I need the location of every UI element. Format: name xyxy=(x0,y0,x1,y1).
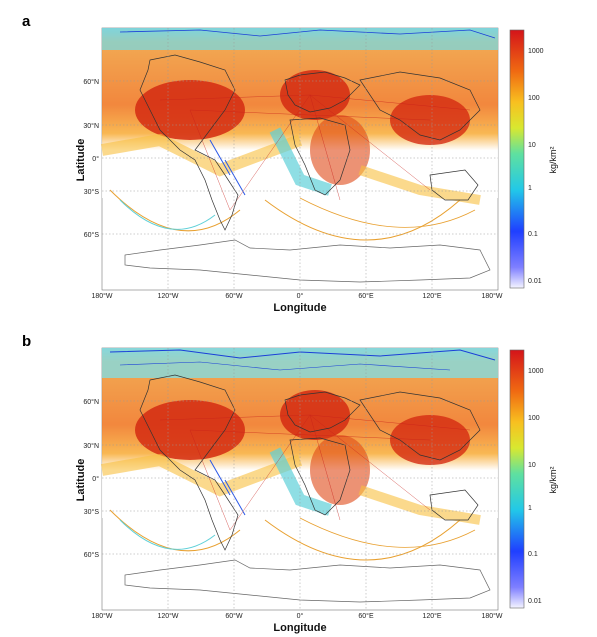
colorbar-tick: 0.1 xyxy=(528,551,538,558)
map-a xyxy=(100,27,499,291)
lon-tick: 60°E xyxy=(358,292,374,300)
colorbar-title-a: kg/km² xyxy=(548,146,558,173)
lon-ticks-a: 180°W 120°W 60°W 0° 60°E 120°E 180°W xyxy=(91,292,502,300)
y-axis-title-b: Latitude xyxy=(75,459,87,502)
panel-b: b xyxy=(22,333,558,634)
lat-tick: 30°N xyxy=(83,442,99,450)
coastlines-a xyxy=(124,54,491,283)
lon-tick: 120°E xyxy=(422,292,441,300)
colorbar-tick: 0.01 xyxy=(528,278,542,285)
panel-a: a xyxy=(22,13,558,314)
graticule-a xyxy=(102,28,498,290)
panel-label-b: b xyxy=(22,333,31,350)
colorbar-tick: 1000 xyxy=(528,48,544,55)
colorbar-tick: 0.01 xyxy=(528,598,542,605)
colorbar-tick: 0.1 xyxy=(528,231,538,238)
lat-tick: 30°S xyxy=(84,508,100,516)
lat-tick: 0° xyxy=(92,475,99,483)
lat-tick: 30°S xyxy=(84,188,100,196)
lon-tick: 60°E xyxy=(358,612,374,620)
panel-label-a: a xyxy=(22,13,31,30)
x-axis-title-b: Longitude xyxy=(273,622,326,634)
lon-tick: 180°W xyxy=(481,292,502,300)
lon-tick: 120°E xyxy=(422,612,441,620)
graticule-b xyxy=(102,348,498,610)
lon-tick: 120°W xyxy=(157,612,178,620)
colorbar-tick: 10 xyxy=(528,462,536,469)
lon-tick: 180°W xyxy=(481,612,502,620)
lon-ticks-b: 180°W 120°W 60°W 0° 60°E 120°E 180°W xyxy=(91,612,502,620)
lon-tick: 0° xyxy=(297,612,304,620)
colorbar-title-b: kg/km² xyxy=(548,466,558,493)
colorbar-tick: 1 xyxy=(528,185,532,192)
colorbar-a: 1000 100 10 1 0.1 0.01 kg/km² xyxy=(509,29,558,289)
lat-tick: 60°N xyxy=(83,398,99,406)
colorbar-tick: 10 xyxy=(528,142,536,149)
lon-tick: 120°W xyxy=(157,292,178,300)
colorbar-tick: 100 xyxy=(528,415,540,422)
x-axis-title-a: Longitude xyxy=(273,302,326,314)
lon-tick: 0° xyxy=(297,292,304,300)
lat-ticks-a: 60°N 30°N 0° 30°S 60°S xyxy=(83,78,99,239)
lon-tick: 180°W xyxy=(91,612,112,620)
lon-tick: 180°W xyxy=(91,292,112,300)
lat-tick: 60°S xyxy=(84,551,100,559)
lat-tick: 60°N xyxy=(83,78,99,86)
map-b xyxy=(100,347,499,611)
lat-ticks-b: 60°N 30°N 0° 30°S 60°S xyxy=(83,398,99,559)
y-axis-title-a: Latitude xyxy=(75,139,87,182)
colorbar-tick: 100 xyxy=(528,95,540,102)
lat-tick: 0° xyxy=(92,155,99,163)
lat-tick: 30°N xyxy=(83,122,99,130)
lon-tick: 60°W xyxy=(225,292,243,300)
colorbar-tick: 1000 xyxy=(528,368,544,375)
lat-tick: 60°S xyxy=(84,231,100,239)
colorbar-tick: 1 xyxy=(528,505,532,512)
lon-tick: 60°W xyxy=(225,612,243,620)
colorbar-b: 1000 100 10 1 0.1 0.01 kg/km² xyxy=(509,349,558,609)
